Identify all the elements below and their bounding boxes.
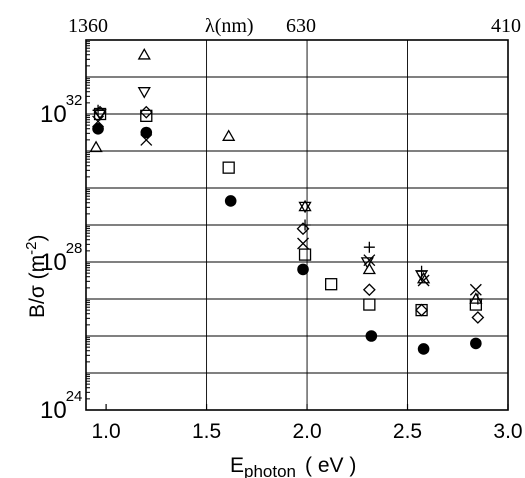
- y-tick-base: 10: [40, 249, 67, 276]
- x-cross-marker: [140, 133, 153, 146]
- filled-circle-marker: [417, 343, 430, 355]
- open-square-marker: [325, 278, 338, 291]
- top-tick-label: 630: [286, 15, 316, 37]
- open-triangle-up-marker: [469, 292, 483, 304]
- plus-marker: [92, 104, 104, 116]
- open-triangle-up-marker: [137, 47, 151, 60]
- x-tick-label: 1.5: [192, 420, 221, 443]
- plus-marker: [416, 265, 428, 277]
- x-axis-title-subscript: photon: [244, 462, 296, 478]
- filled-circle-marker: [140, 126, 153, 139]
- grid: [86, 40, 508, 410]
- filled-circle-marker: [224, 195, 237, 207]
- top-tick-label: 410: [491, 15, 521, 37]
- y-tick-exponent: 32: [66, 92, 83, 109]
- y-tick-base: 10: [40, 397, 67, 424]
- open-triangle-up-marker: [222, 129, 236, 141]
- filled-circle-marker: [365, 330, 378, 342]
- x-tick-label: 2.0: [292, 420, 321, 443]
- y-axis-title: B/σ (m-2): [23, 235, 49, 318]
- open-square-marker: [298, 248, 312, 261]
- open-square-marker: [363, 298, 376, 311]
- plot-frame: [85, 39, 509, 411]
- x-axis-title: Ephoton ( eV ): [230, 454, 356, 478]
- x-axis-title-main: E: [230, 454, 244, 477]
- x-cross-marker: [92, 115, 105, 128]
- y-axis-title-main: B/σ (m: [26, 255, 49, 318]
- plus-marker: [472, 293, 484, 305]
- plus-marker: [363, 241, 375, 253]
- open-square-marker: [222, 161, 235, 174]
- y-tick-label: 1032: [40, 92, 82, 128]
- y-tick-exponent: 28: [66, 240, 83, 257]
- open-triangle-up-marker: [298, 199, 312, 212]
- y-tick-label: 1028: [40, 240, 82, 276]
- y-axis-title-close: ): [26, 235, 49, 242]
- y-tick-base: 10: [40, 101, 67, 128]
- open-triangle-down-marker: [298, 201, 312, 214]
- x-tick-label: 1.0: [91, 420, 120, 443]
- open-triangle-down-marker: [137, 87, 151, 99]
- open-diamond-marker: [471, 311, 485, 324]
- open-diamond-marker: [296, 222, 310, 236]
- x-cross-marker: [363, 254, 376, 267]
- x-cross-marker: [297, 237, 309, 250]
- data-markers: [89, 47, 485, 355]
- x-cross-marker: [469, 283, 482, 296]
- open-triangle-up-marker: [89, 140, 103, 153]
- top-tick-label: 1360: [68, 15, 108, 37]
- open-square-marker: [140, 109, 153, 122]
- x-cross-marker: [417, 274, 430, 287]
- open-diamond-marker: [139, 105, 153, 119]
- open-square-marker: [415, 303, 428, 317]
- y-axis-title-superscript: -2: [23, 242, 40, 255]
- open-triangle-up-marker: [362, 262, 376, 275]
- open-diamond-marker: [415, 303, 429, 317]
- y-tick-label: 1024: [40, 388, 82, 424]
- x-axis-title-unit: ( eV ): [305, 454, 356, 477]
- x-tick-label: 3.0: [493, 420, 522, 443]
- open-diamond-marker: [362, 283, 376, 297]
- x-tick-label: 2.5: [393, 420, 422, 443]
- filled-circle-marker: [470, 337, 482, 350]
- filled-circle-marker: [92, 123, 104, 135]
- y-tick-exponent: 24: [66, 388, 83, 405]
- top-axis-title: λ(nm): [205, 15, 254, 37]
- plus-marker: [299, 219, 311, 231]
- filled-circle-marker: [297, 263, 309, 276]
